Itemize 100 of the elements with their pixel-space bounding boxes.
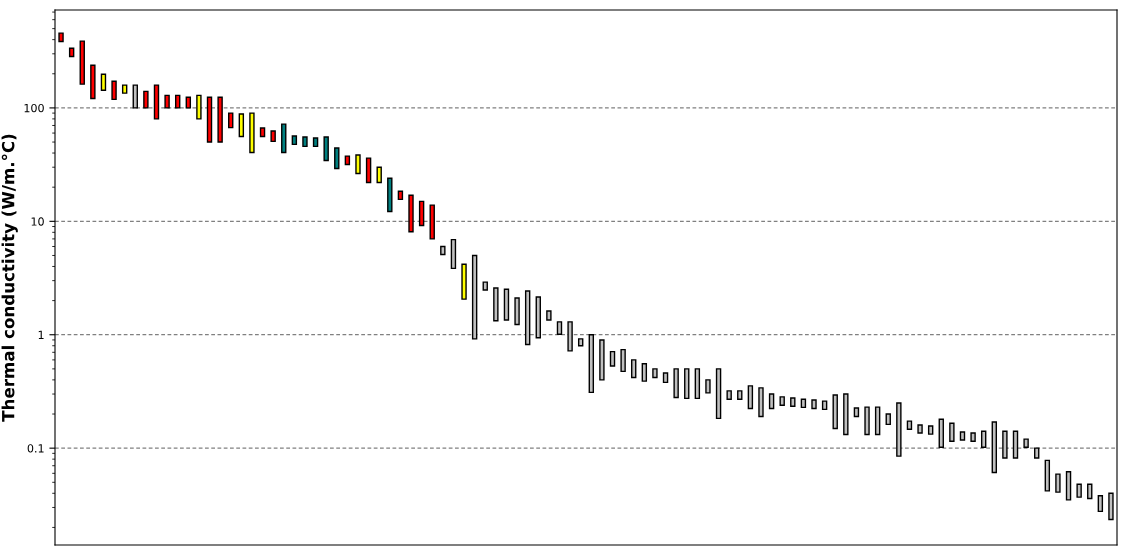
bar: [524, 290, 531, 346]
bar: [344, 155, 351, 166]
bar: [599, 339, 605, 381]
bar: [1108, 492, 1114, 521]
bar: [917, 424, 923, 434]
bar: [726, 390, 732, 400]
bar: [609, 350, 616, 367]
bar: [429, 204, 435, 240]
bar: [196, 94, 202, 120]
bar: [567, 321, 573, 352]
y-tick-label: 1: [38, 330, 44, 339]
bar: [652, 368, 658, 379]
bar: [631, 359, 637, 379]
bar: [535, 296, 541, 339]
bar: [238, 113, 245, 138]
bar: [217, 96, 223, 143]
bar: [556, 321, 563, 335]
y-tick-label: 100: [24, 103, 44, 113]
bar: [249, 112, 255, 154]
bar: [588, 334, 595, 394]
bar: [493, 287, 499, 322]
bar: [896, 402, 902, 457]
bar: [111, 80, 117, 101]
bar: [747, 385, 754, 410]
bar: [90, 64, 96, 100]
bar: [821, 400, 828, 411]
bar: [843, 393, 849, 436]
bar: [949, 422, 955, 442]
bar: [334, 147, 340, 170]
bar: [927, 425, 934, 435]
bar: [153, 84, 160, 120]
bar: [1076, 483, 1082, 498]
bar: [206, 96, 213, 143]
bar: [58, 32, 64, 43]
bar: [376, 166, 382, 184]
bar: [228, 112, 234, 129]
bar: [758, 387, 764, 418]
bar: [68, 47, 75, 58]
bar: [641, 363, 648, 382]
bar: [397, 190, 404, 201]
bar: [694, 368, 701, 400]
bar: [577, 338, 584, 347]
bar: [1065, 471, 1072, 501]
bar: [715, 368, 722, 420]
bar: [779, 396, 785, 406]
bar: [174, 94, 181, 109]
bar: [705, 379, 711, 394]
bar: [302, 136, 308, 148]
bar: [1044, 459, 1051, 492]
bar: [121, 84, 128, 94]
bar: [450, 238, 457, 270]
bar: [684, 368, 690, 400]
bar: [1002, 430, 1008, 459]
bar: [132, 84, 138, 109]
bar: [1055, 473, 1061, 493]
bar: [408, 194, 414, 233]
bar: [1012, 430, 1019, 459]
bar: [673, 368, 679, 399]
bar: [1034, 447, 1040, 459]
bar: [143, 90, 149, 109]
bar: [355, 154, 361, 175]
bar: [185, 96, 192, 109]
bar: [440, 245, 446, 256]
bar: [800, 398, 807, 409]
bar: [662, 372, 669, 384]
bar: [100, 73, 107, 91]
bar: [387, 177, 393, 213]
bar: [1023, 438, 1029, 448]
bar: [790, 397, 796, 407]
bar: [259, 127, 266, 138]
bar: [832, 394, 838, 430]
bar: [482, 281, 488, 291]
bar: [514, 297, 520, 326]
bar: [291, 135, 298, 146]
y-tick-label: 10: [31, 217, 44, 226]
bar: [864, 406, 870, 436]
y-axis-title: Thermal conductivity (W/m.°C): [1, 134, 18, 422]
bar: [970, 432, 976, 442]
bar: [365, 157, 372, 184]
bar: [768, 393, 775, 410]
bar: [906, 420, 913, 430]
bar: [546, 310, 552, 321]
bar: [471, 254, 478, 340]
bar: [461, 263, 467, 300]
bar: [281, 123, 287, 154]
bar: [1087, 483, 1093, 500]
bar: [737, 390, 743, 400]
bar: [874, 406, 881, 436]
bar: [270, 130, 276, 143]
bar: [503, 288, 510, 321]
bar: [323, 136, 329, 162]
bar: [418, 200, 425, 227]
bar: [811, 399, 817, 410]
bar: [991, 421, 998, 474]
bar: [79, 40, 85, 85]
bar: [938, 418, 944, 448]
y-tick-label: 0.1: [27, 444, 44, 453]
bar: [959, 431, 966, 441]
bar: [853, 407, 860, 418]
bar: [620, 348, 626, 373]
